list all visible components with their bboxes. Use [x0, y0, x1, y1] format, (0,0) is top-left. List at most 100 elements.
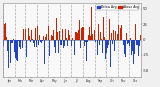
Bar — [71, 40, 72, 46]
Bar — [86, 40, 87, 61]
Bar — [99, 40, 100, 45]
Bar — [100, 32, 101, 40]
Bar — [10, 40, 11, 63]
Bar — [28, 28, 29, 40]
Bar — [57, 32, 58, 40]
Bar — [96, 14, 97, 40]
Bar — [49, 40, 50, 56]
Bar — [8, 40, 9, 68]
Bar — [83, 27, 84, 40]
Bar — [55, 40, 56, 53]
Bar — [81, 28, 82, 40]
Bar — [24, 40, 25, 47]
Bar — [34, 40, 35, 47]
Bar — [5, 23, 6, 40]
Bar — [44, 40, 45, 64]
Bar — [20, 40, 21, 49]
Bar — [138, 40, 139, 56]
Bar — [7, 40, 8, 51]
Bar — [42, 40, 43, 41]
Bar — [115, 31, 116, 40]
Bar — [117, 34, 118, 40]
Bar — [59, 31, 60, 40]
Bar — [3, 40, 4, 46]
Bar — [45, 37, 46, 40]
Legend: Below Avg, Above Avg: Below Avg, Above Avg — [96, 4, 139, 10]
Bar — [84, 40, 85, 46]
Bar — [93, 40, 94, 48]
Bar — [127, 40, 128, 44]
Bar — [101, 39, 102, 40]
Bar — [118, 25, 119, 40]
Bar — [50, 7, 51, 40]
Bar — [72, 38, 73, 40]
Bar — [26, 40, 27, 57]
Bar — [61, 40, 62, 45]
Bar — [140, 35, 141, 40]
Bar — [54, 40, 55, 47]
Bar — [102, 40, 103, 53]
Bar — [37, 26, 38, 40]
Bar — [6, 37, 7, 40]
Bar — [105, 40, 106, 59]
Bar — [58, 40, 59, 53]
Bar — [47, 40, 48, 53]
Bar — [103, 17, 104, 40]
Bar — [132, 40, 133, 51]
Bar — [60, 40, 61, 45]
Bar — [62, 29, 63, 40]
Bar — [131, 40, 132, 55]
Bar — [80, 40, 81, 48]
Bar — [109, 19, 110, 40]
Bar — [33, 40, 34, 44]
Bar — [46, 33, 47, 40]
Bar — [48, 27, 49, 40]
Bar — [137, 40, 138, 45]
Bar — [89, 27, 90, 40]
Bar — [11, 40, 12, 43]
Bar — [25, 29, 26, 40]
Bar — [139, 24, 140, 40]
Bar — [74, 40, 75, 55]
Bar — [121, 25, 122, 40]
Bar — [12, 40, 13, 43]
Bar — [19, 40, 20, 47]
Bar — [133, 40, 134, 64]
Bar — [104, 37, 105, 40]
Bar — [66, 38, 67, 40]
Bar — [30, 40, 31, 42]
Bar — [120, 28, 121, 40]
Bar — [52, 35, 53, 40]
Bar — [129, 40, 130, 46]
Bar — [78, 30, 79, 40]
Bar — [136, 40, 137, 45]
Bar — [76, 30, 77, 40]
Bar — [40, 40, 41, 42]
Bar — [111, 33, 112, 40]
Bar — [79, 20, 80, 40]
Bar — [23, 29, 24, 40]
Bar — [22, 40, 23, 48]
Bar — [31, 30, 32, 40]
Bar — [126, 33, 127, 40]
Bar — [130, 38, 131, 40]
Bar — [91, 7, 92, 40]
Bar — [123, 40, 124, 45]
Bar — [134, 40, 135, 54]
Bar — [110, 40, 111, 67]
Bar — [112, 40, 113, 44]
Bar — [82, 27, 83, 40]
Bar — [114, 40, 115, 51]
Bar — [65, 29, 66, 40]
Bar — [85, 40, 86, 42]
Bar — [116, 40, 117, 50]
Bar — [106, 40, 107, 53]
Bar — [113, 30, 114, 40]
Bar — [68, 30, 69, 40]
Bar — [67, 40, 68, 47]
Bar — [135, 24, 136, 40]
Bar — [92, 34, 93, 40]
Bar — [122, 34, 123, 40]
Bar — [21, 40, 22, 67]
Bar — [77, 33, 78, 40]
